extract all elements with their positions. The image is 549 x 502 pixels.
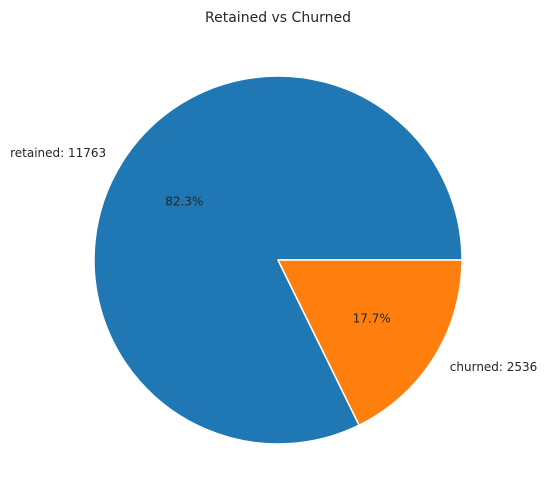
slice-pct-label-retained: 82.3% bbox=[165, 195, 203, 209]
pie-slices bbox=[93, 75, 463, 445]
slice-label-retained: retained: 11763 bbox=[10, 146, 106, 160]
pie-labels: retained: 11763 82.3% churned: 2536 17.7% bbox=[10, 146, 537, 374]
chart-title: Retained vs Churned bbox=[205, 10, 351, 26]
slice-label-churned: churned: 2536 bbox=[450, 360, 538, 374]
slice-pct-label-churned: 17.7% bbox=[353, 311, 391, 325]
pie-slice-churned bbox=[277, 259, 463, 426]
